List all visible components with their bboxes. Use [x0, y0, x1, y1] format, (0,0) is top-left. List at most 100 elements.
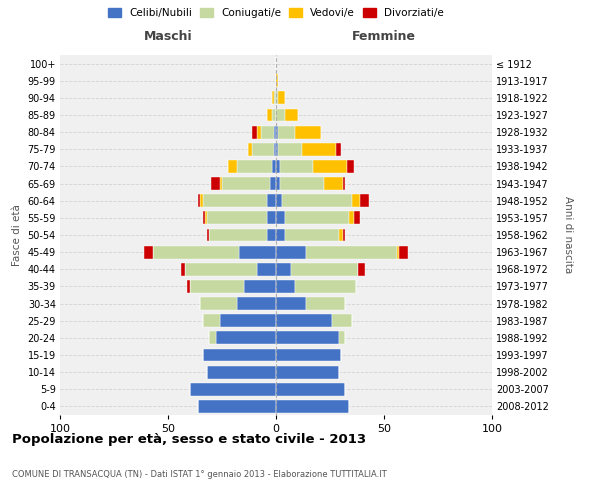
- Bar: [276, 194, 283, 207]
- Bar: [203, 212, 205, 224]
- Bar: [360, 194, 369, 207]
- Bar: [190, 383, 276, 396]
- Bar: [272, 160, 276, 173]
- Bar: [205, 212, 207, 224]
- Bar: [276, 400, 349, 413]
- Bar: [207, 212, 268, 224]
- Bar: [229, 160, 237, 173]
- Bar: [332, 314, 352, 327]
- Bar: [190, 280, 244, 293]
- Bar: [252, 126, 257, 138]
- Bar: [276, 92, 278, 104]
- Bar: [276, 177, 280, 190]
- Bar: [352, 194, 360, 207]
- Bar: [268, 228, 276, 241]
- Bar: [276, 160, 280, 173]
- Bar: [280, 177, 323, 190]
- Bar: [313, 160, 347, 173]
- Bar: [323, 177, 343, 190]
- Bar: [283, 194, 352, 207]
- Bar: [291, 263, 358, 276]
- Legend: Celibi/Nubili, Coniugati/e, Vedovi/e, Divorziati/e: Celibi/Nubili, Coniugati/e, Vedovi/e, Di…: [105, 5, 447, 21]
- Bar: [276, 263, 291, 276]
- Text: Maschi: Maschi: [143, 30, 193, 43]
- Bar: [337, 143, 341, 156]
- Bar: [209, 228, 268, 241]
- Bar: [274, 92, 276, 104]
- Bar: [207, 228, 209, 241]
- Bar: [280, 160, 313, 173]
- Bar: [347, 160, 354, 173]
- Y-axis label: Anni di nascita: Anni di nascita: [563, 196, 573, 274]
- Y-axis label: Fasce di età: Fasce di età: [12, 204, 22, 266]
- Bar: [257, 263, 276, 276]
- Bar: [278, 143, 302, 156]
- Bar: [276, 280, 295, 293]
- Bar: [268, 194, 276, 207]
- Bar: [274, 143, 276, 156]
- Bar: [203, 194, 268, 207]
- Bar: [203, 348, 276, 362]
- Bar: [306, 246, 397, 258]
- Bar: [284, 108, 298, 122]
- Bar: [268, 212, 276, 224]
- Bar: [181, 263, 185, 276]
- Bar: [187, 280, 190, 293]
- Bar: [185, 263, 257, 276]
- Bar: [284, 212, 349, 224]
- Bar: [276, 108, 284, 122]
- Bar: [209, 332, 215, 344]
- Bar: [276, 228, 284, 241]
- Bar: [272, 92, 274, 104]
- Bar: [399, 246, 408, 258]
- Bar: [220, 314, 276, 327]
- Bar: [237, 297, 276, 310]
- Bar: [222, 177, 269, 190]
- Bar: [276, 348, 341, 362]
- Bar: [397, 246, 399, 258]
- Bar: [338, 228, 343, 241]
- Bar: [220, 177, 222, 190]
- Bar: [306, 297, 345, 310]
- Bar: [200, 194, 203, 207]
- Bar: [276, 143, 278, 156]
- Bar: [276, 212, 284, 224]
- Bar: [276, 126, 278, 138]
- Bar: [268, 108, 272, 122]
- Text: Popolazione per età, sesso e stato civile - 2013: Popolazione per età, sesso e stato civil…: [12, 432, 366, 446]
- Bar: [252, 143, 274, 156]
- Bar: [244, 280, 276, 293]
- Bar: [144, 246, 153, 258]
- Bar: [239, 246, 276, 258]
- Bar: [153, 246, 239, 258]
- Bar: [207, 366, 276, 378]
- Bar: [278, 92, 284, 104]
- Bar: [276, 246, 306, 258]
- Bar: [276, 383, 345, 396]
- Bar: [215, 332, 276, 344]
- Bar: [274, 126, 276, 138]
- Bar: [343, 177, 345, 190]
- Text: COMUNE DI TRANSACQUA (TN) - Dati ISTAT 1° gennaio 2013 - Elaborazione TUTTITALIA: COMUNE DI TRANSACQUA (TN) - Dati ISTAT 1…: [12, 470, 387, 479]
- Bar: [261, 126, 274, 138]
- Bar: [276, 366, 338, 378]
- Bar: [276, 332, 338, 344]
- Bar: [269, 177, 276, 190]
- Bar: [198, 400, 276, 413]
- Bar: [295, 280, 356, 293]
- Bar: [272, 108, 276, 122]
- Bar: [276, 74, 278, 87]
- Bar: [276, 314, 332, 327]
- Bar: [284, 228, 338, 241]
- Bar: [358, 263, 365, 276]
- Bar: [203, 314, 220, 327]
- Bar: [302, 143, 337, 156]
- Bar: [200, 297, 237, 310]
- Bar: [237, 160, 272, 173]
- Bar: [349, 212, 354, 224]
- Bar: [276, 297, 306, 310]
- Bar: [211, 177, 220, 190]
- Bar: [198, 194, 200, 207]
- Bar: [338, 332, 345, 344]
- Bar: [343, 228, 345, 241]
